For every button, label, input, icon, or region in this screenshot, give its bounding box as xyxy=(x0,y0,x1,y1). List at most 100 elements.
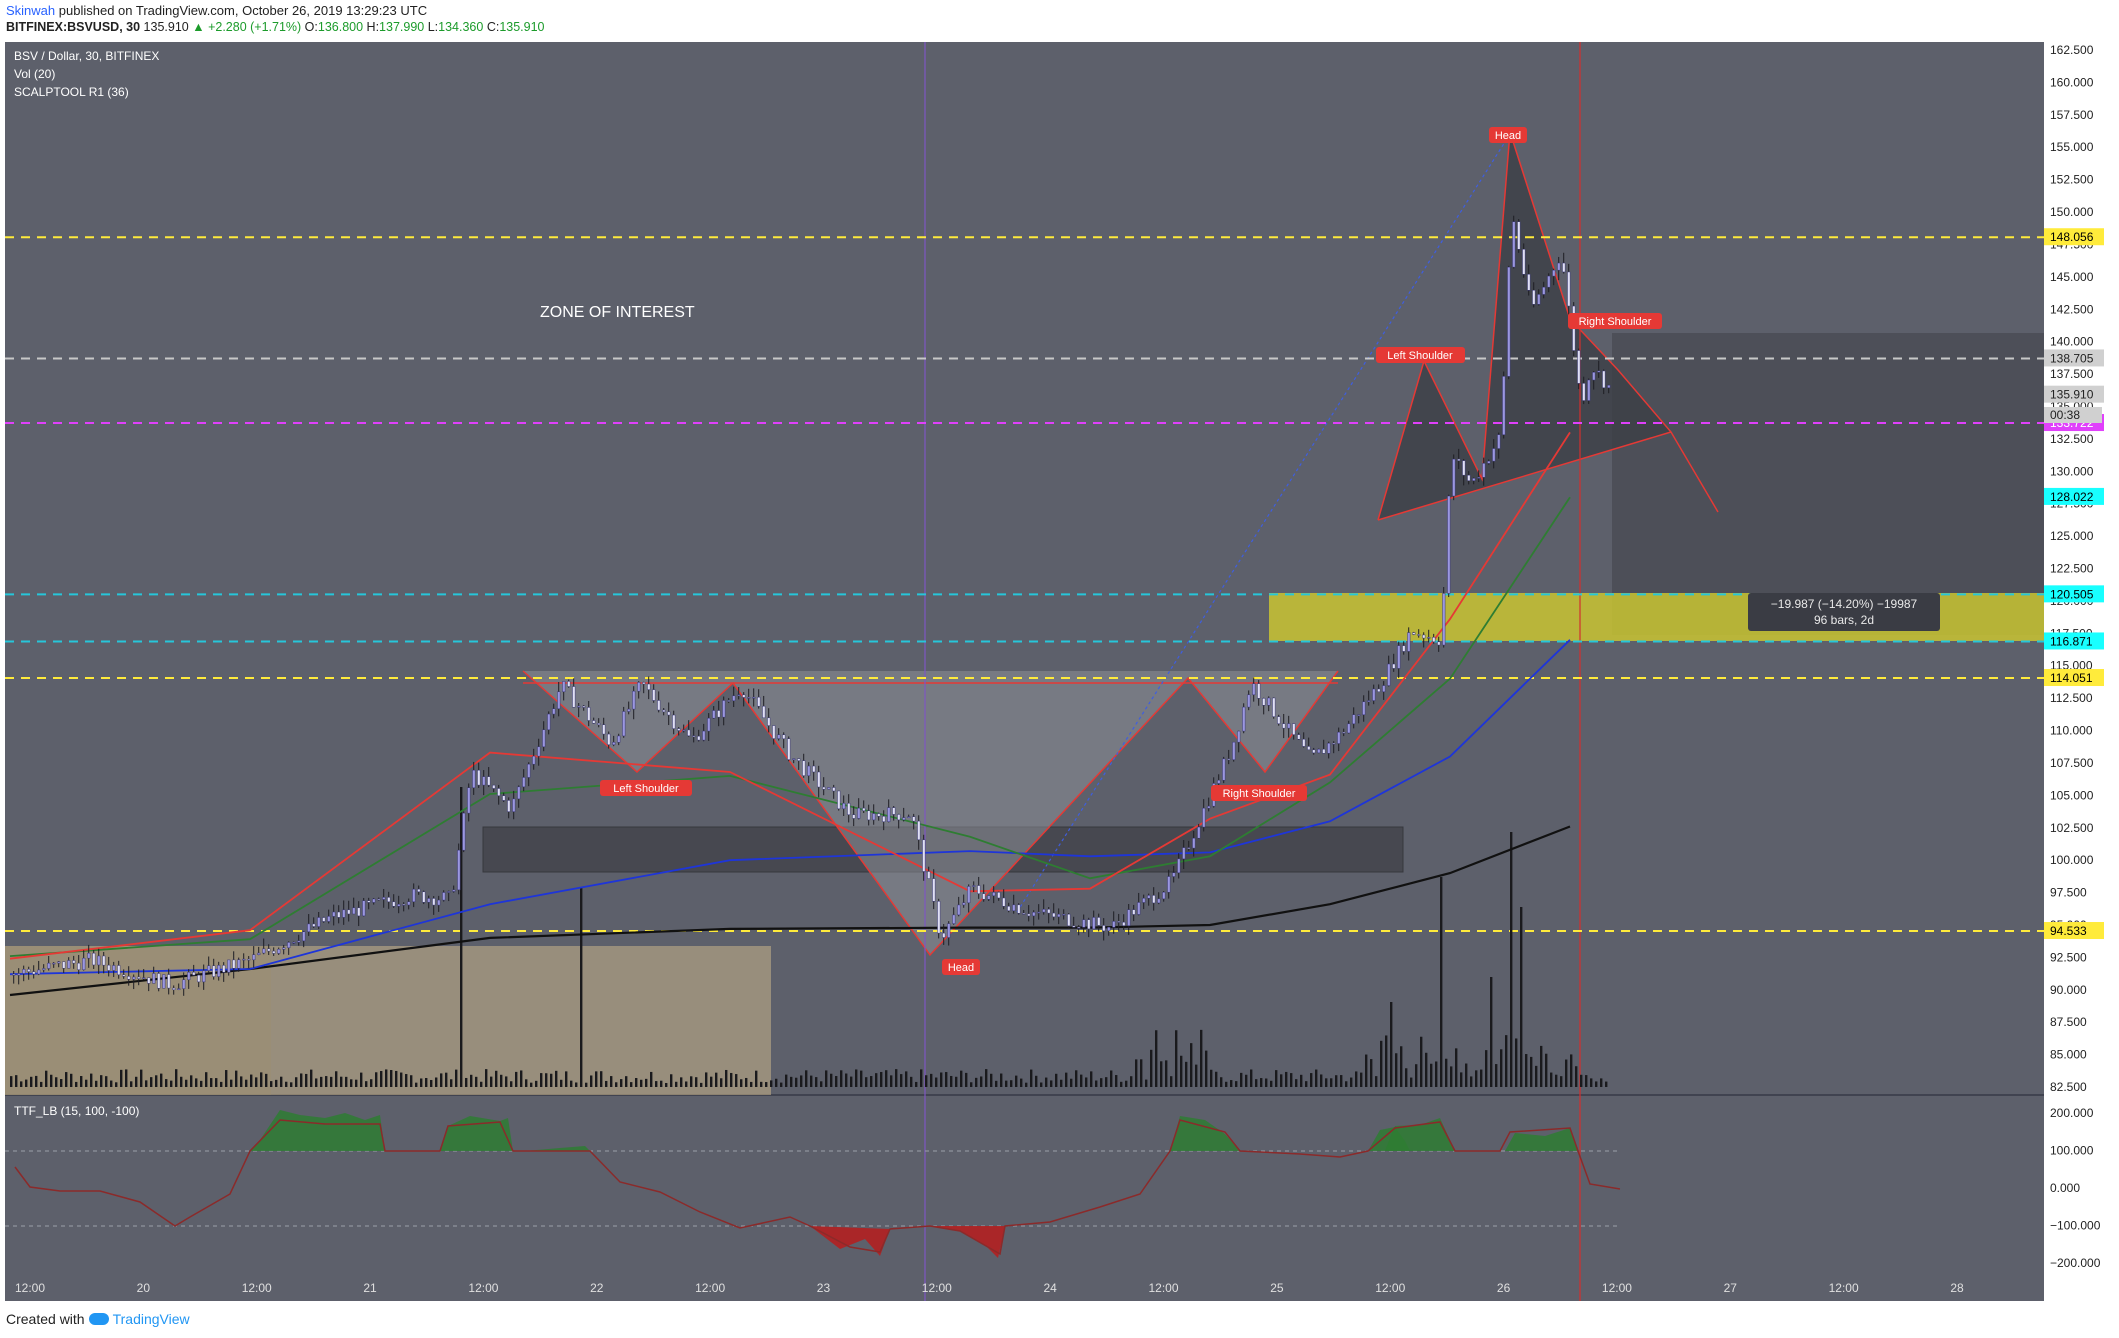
label-right-shoulder-top: Right Shoulder xyxy=(1568,313,1662,329)
volume-bar xyxy=(1235,1081,1238,1087)
tradingview-link[interactable]: TradingView xyxy=(112,1311,190,1327)
candle-body xyxy=(1477,477,1481,479)
volume-bar xyxy=(1125,1080,1128,1087)
price-chart[interactable]: Head Left Shoulder Right Shoulder Left S… xyxy=(0,42,2119,1330)
candle-body xyxy=(917,820,921,841)
high-value: 137.990 xyxy=(379,20,425,34)
candle-body xyxy=(932,878,936,902)
time-axis[interactable]: 12:00 20 12:00 21 12:00 22 12:00 23 12:00 24 12:00… xyxy=(15,1281,1964,1295)
volume-bar xyxy=(165,1079,168,1087)
volume-bar xyxy=(185,1079,188,1087)
candle-body xyxy=(352,907,356,915)
candle-body xyxy=(1022,912,1026,915)
price-tick-label: 145.000 xyxy=(2050,270,2094,284)
candle-body xyxy=(1567,271,1571,307)
candle-body xyxy=(202,970,206,983)
volume-bar xyxy=(840,1070,843,1087)
volume-bar xyxy=(875,1073,878,1087)
volume-bar xyxy=(140,1069,143,1087)
horizontal-levels xyxy=(5,236,2044,933)
author-name[interactable]: Skinwah xyxy=(6,3,56,18)
label-head-inv: Head xyxy=(942,959,980,975)
candle-body xyxy=(427,898,431,903)
candle-body xyxy=(1222,758,1226,781)
volume-bar xyxy=(815,1077,818,1087)
candle-body xyxy=(1257,683,1261,699)
volume-bar xyxy=(45,1070,48,1087)
price-axis[interactable]: 162.500 160.000 157.500 155.000 152.500 150.0… xyxy=(2050,43,2094,1094)
volume-bar xyxy=(160,1073,163,1087)
volume-bar xyxy=(1105,1077,1108,1087)
symbol-title: BITFINEX:BSVUSD, 30 xyxy=(6,20,141,34)
volume-bar xyxy=(1450,1066,1453,1087)
volume-bar xyxy=(940,1072,943,1087)
volume-bar xyxy=(590,1075,593,1087)
candle-body xyxy=(937,901,941,934)
osc-tick-label: 100.000 xyxy=(2050,1144,2094,1158)
volume-bar xyxy=(705,1072,708,1087)
volume-bar xyxy=(1230,1080,1233,1087)
volume-bar xyxy=(345,1076,348,1087)
label-right-shoulder-inv: Right Shoulder xyxy=(1211,785,1307,801)
volume-bar xyxy=(20,1081,23,1087)
volume-bar xyxy=(1410,1077,1413,1087)
volume-bar xyxy=(1070,1078,1073,1087)
candle-body xyxy=(762,705,766,719)
candle-body xyxy=(1227,758,1231,761)
volume-bar xyxy=(1420,1036,1423,1087)
candle-body xyxy=(1482,463,1486,478)
volume-bar xyxy=(1605,1081,1608,1087)
volume-bar xyxy=(950,1075,953,1087)
price-tick-label: 162.500 xyxy=(2050,43,2094,57)
candle-body xyxy=(607,733,611,745)
volume-bar xyxy=(1290,1073,1293,1087)
price-tag xyxy=(2044,632,2104,650)
candle-body xyxy=(1557,262,1561,271)
candle-body xyxy=(412,888,416,903)
volume-bar xyxy=(1080,1074,1083,1087)
volume-bar xyxy=(970,1082,973,1087)
candle-body xyxy=(1202,807,1206,828)
candle-body xyxy=(767,717,771,726)
time-tick-label: 12:00 xyxy=(15,1281,45,1295)
candle-body xyxy=(1342,731,1346,734)
candle-body xyxy=(1592,372,1596,381)
candle-body xyxy=(752,696,756,699)
candle-body xyxy=(1097,917,1101,926)
candle-body xyxy=(552,708,556,715)
candle-body xyxy=(687,729,691,737)
candle-body xyxy=(1517,221,1521,250)
candle-body xyxy=(822,786,826,790)
volume-bar xyxy=(910,1076,913,1087)
candle-body xyxy=(122,974,126,977)
candle-body xyxy=(422,891,426,903)
candle-body xyxy=(302,931,306,942)
candle-body xyxy=(1502,376,1506,435)
volume-bar xyxy=(1360,1072,1363,1087)
volume-bar xyxy=(330,1076,333,1087)
volume-bar xyxy=(120,1069,123,1087)
volume-bar xyxy=(1330,1078,1333,1087)
candle-body xyxy=(1327,742,1331,754)
candle-body xyxy=(1307,746,1311,751)
volume-bar xyxy=(1140,1059,1143,1087)
volume-bar xyxy=(1525,1054,1528,1087)
volume-bar xyxy=(870,1076,873,1087)
price-tag-label: 128.022 xyxy=(2050,490,2094,504)
candle-body xyxy=(62,961,66,969)
candle-body xyxy=(797,758,801,761)
volume-bar xyxy=(900,1074,903,1087)
candle-body xyxy=(997,892,1001,899)
candle-body xyxy=(727,700,731,702)
volume-bar xyxy=(280,1076,283,1087)
volume-bar xyxy=(135,1076,138,1087)
volume-bar xyxy=(575,1082,578,1087)
volume-bar xyxy=(1480,1069,1483,1087)
price-tick-label: 137.500 xyxy=(2050,367,2094,381)
volume-bar xyxy=(1445,1058,1448,1087)
volume-bar xyxy=(520,1070,523,1087)
volume-bar xyxy=(1205,1050,1208,1087)
volume-bar xyxy=(660,1080,663,1087)
volume-bar xyxy=(440,1073,443,1087)
candle-body xyxy=(972,885,976,887)
